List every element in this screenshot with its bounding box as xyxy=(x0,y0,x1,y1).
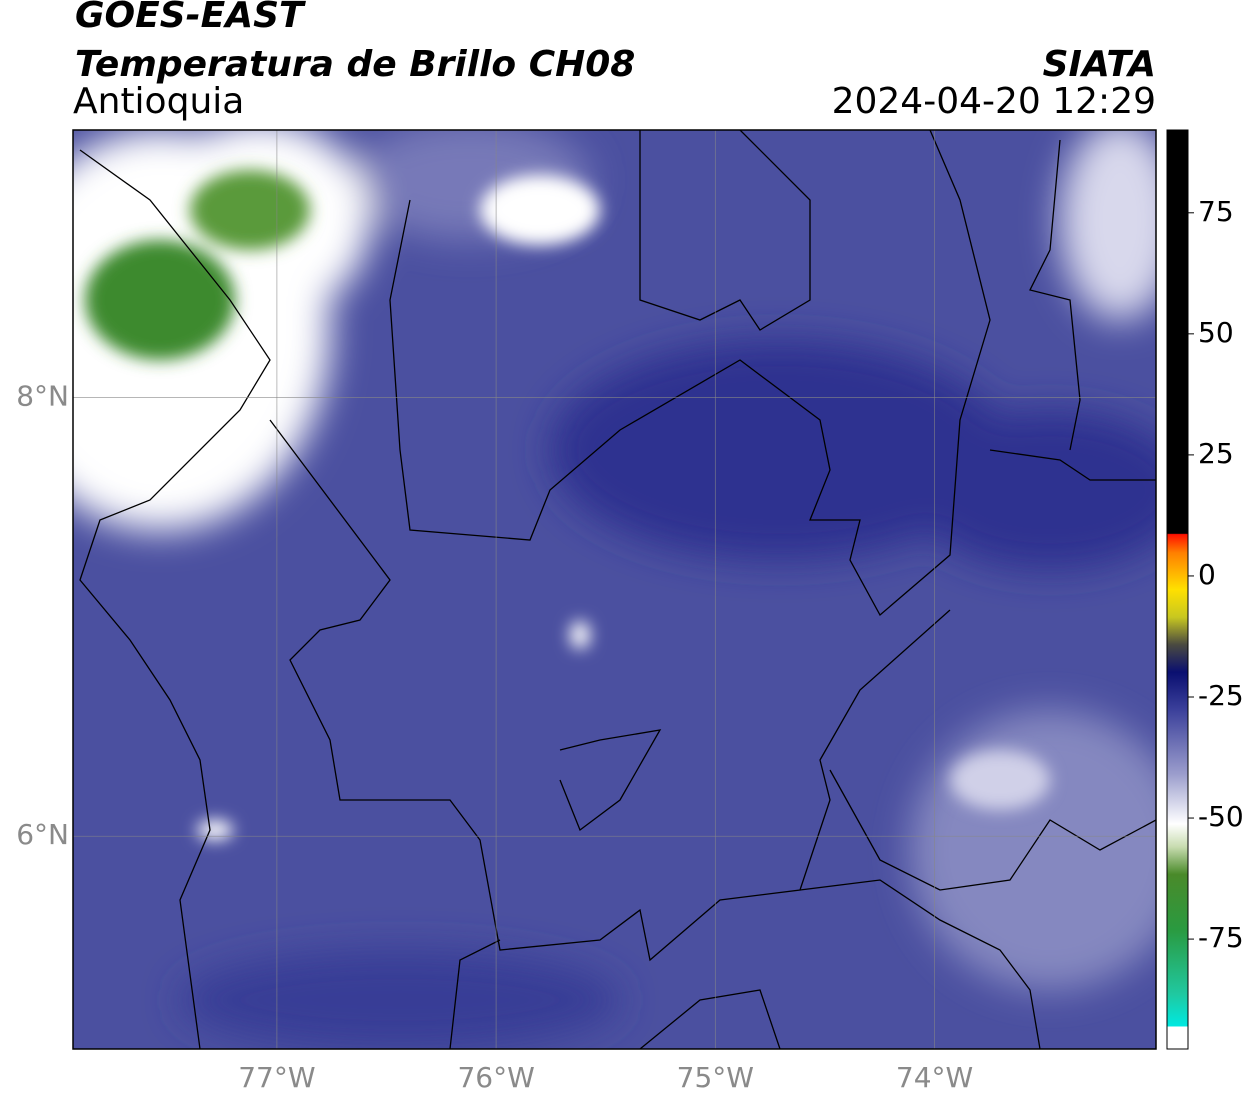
datetime: 2024-04-20 12:29 xyxy=(832,81,1156,122)
y-tick-label: 8°N xyxy=(16,380,69,413)
title: GOES-EAST xyxy=(75,0,306,36)
y-tick-label: 6°N xyxy=(16,818,69,851)
source: SIATA xyxy=(1043,44,1156,85)
colorbar-tick-label: -50 xyxy=(1198,800,1244,833)
colorbar-tick-label: 25 xyxy=(1198,437,1234,470)
colorbar xyxy=(1166,129,1189,1050)
colorbar-tick-label: -25 xyxy=(1198,679,1244,712)
region: Antioquia xyxy=(73,81,244,122)
colorbar-tick-label: 75 xyxy=(1198,195,1234,228)
x-tick-label: 75°W xyxy=(677,1061,754,1094)
map-frame xyxy=(72,129,1157,1050)
satellite-image xyxy=(73,130,1156,1049)
x-tick-label: 74°W xyxy=(896,1061,973,1094)
colorbar-tick-label: 50 xyxy=(1198,316,1234,349)
x-tick-label: 77°W xyxy=(238,1061,315,1094)
colorbar-tick-label: 0 xyxy=(1198,558,1216,591)
subtitle: Temperatura de Brillo CH08 xyxy=(75,44,635,85)
x-tick-label: 76°W xyxy=(457,1061,534,1094)
colorbar-tick-label: -75 xyxy=(1198,921,1244,954)
